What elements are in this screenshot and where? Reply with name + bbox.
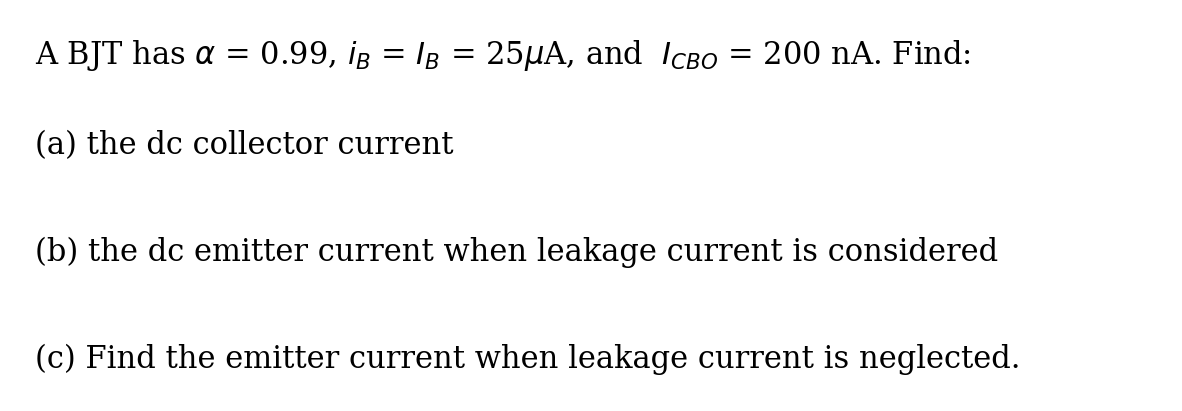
- Text: (c) Find the emitter current when leakage current is neglected.: (c) Find the emitter current when leakag…: [35, 344, 1021, 375]
- Text: (b) the dc emitter current when leakage current is considered: (b) the dc emitter current when leakage …: [35, 237, 999, 268]
- Text: A BJT has $\alpha$ = 0.99, $i_B$ = $I_B$ = 25$\mu$A, and  $I_{CBO}$ = 200 nA. Fi: A BJT has $\alpha$ = 0.99, $i_B$ = $I_B$…: [35, 38, 972, 73]
- Text: (a) the dc collector current: (a) the dc collector current: [35, 130, 454, 162]
